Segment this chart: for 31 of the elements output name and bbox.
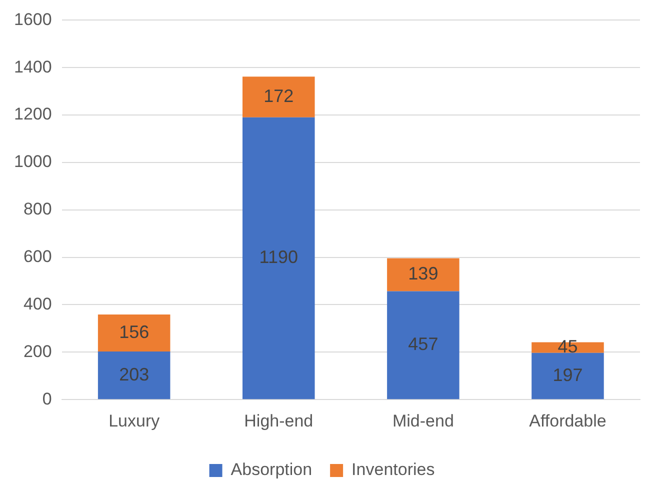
data-label: 172 (264, 86, 294, 106)
bar (387, 258, 460, 292)
y-tick-label: 1000 (14, 152, 52, 172)
data-label: 457 (408, 334, 438, 354)
bar (532, 352, 604, 400)
data-label: 45 (558, 336, 578, 357)
x-tick-label: Affordable (529, 411, 606, 430)
x-tick-label: High-end (244, 411, 314, 430)
bar (242, 76, 315, 118)
y-tick-label: 1600 (14, 10, 52, 29)
y-tick-label: 800 (23, 200, 52, 219)
y-tick-label: 200 (23, 342, 52, 361)
legend-label: Inventories (352, 460, 435, 480)
data-label: 203 (119, 364, 150, 384)
x-tick-label: Mid-end (392, 411, 454, 430)
bar (98, 314, 170, 352)
y-tick-label: 600 (23, 247, 52, 266)
bar (98, 351, 170, 400)
data-label: 197 (552, 364, 583, 385)
bar (532, 342, 604, 353)
y-tick-label: 400 (23, 294, 52, 314)
legend-label: Absorption (230, 460, 312, 480)
y-tick-label: 0 (42, 389, 52, 408)
x-tick-label: Luxury (108, 411, 160, 430)
y-tick-label: 1200 (14, 104, 52, 124)
bar (242, 117, 315, 400)
data-label: 156 (119, 322, 150, 342)
data-label: 139 (408, 264, 438, 284)
data-label: 1190 (259, 247, 298, 268)
y-tick-label: 1400 (14, 57, 52, 76)
bar (387, 291, 460, 400)
